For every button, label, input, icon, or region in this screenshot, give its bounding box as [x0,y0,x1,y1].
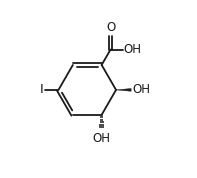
Text: I: I [40,83,44,96]
Text: OH: OH [132,83,150,96]
Text: O: O [106,21,115,34]
Text: OH: OH [93,132,111,145]
Text: OH: OH [124,43,142,56]
Polygon shape [116,88,131,91]
